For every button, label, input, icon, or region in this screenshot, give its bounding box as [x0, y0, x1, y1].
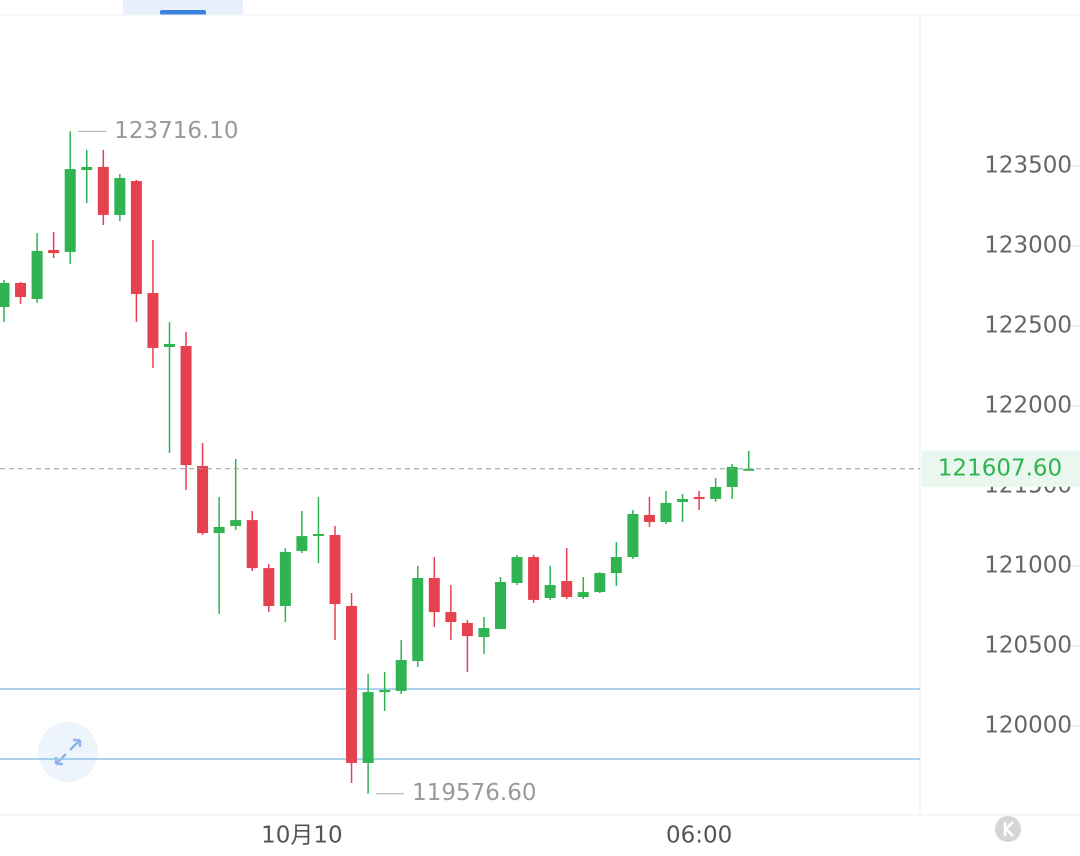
scroll-button[interactable] — [995, 816, 1021, 842]
y-tick-label: 122500 — [984, 313, 1072, 339]
last-price-box — [922, 450, 1080, 487]
y-tick-label: 123000 — [984, 233, 1072, 259]
candle-body — [428, 578, 440, 613]
candle-body — [710, 486, 722, 499]
candle-body — [660, 502, 672, 522]
tab-indicator — [160, 10, 206, 15]
candle-body — [643, 514, 655, 522]
candle-body — [114, 178, 126, 215]
candle-body — [528, 557, 540, 600]
candle-body — [197, 466, 209, 534]
candle-body — [693, 497, 705, 500]
candle-body — [81, 166, 93, 170]
candle-body — [213, 526, 225, 534]
y-tick-label: 123500 — [984, 153, 1072, 179]
candle-body — [31, 250, 43, 299]
annotation-label: 119576.60 — [412, 780, 536, 806]
expand-button[interactable] — [38, 722, 98, 782]
last-price-label: 121607.60 — [938, 455, 1062, 481]
candle-body — [594, 573, 606, 593]
candle-body — [263, 568, 275, 606]
candle-body — [246, 520, 258, 569]
candle-body — [495, 582, 506, 630]
candle-body — [445, 612, 457, 622]
candle-body — [279, 551, 291, 606]
candle-body — [230, 520, 242, 526]
candle-body — [726, 466, 738, 487]
candle-body — [180, 346, 192, 466]
candle-body — [346, 606, 358, 763]
candle-body — [461, 622, 473, 637]
candle-body — [379, 690, 391, 693]
candle-body — [627, 514, 639, 558]
candle-body — [64, 169, 76, 252]
candle-body — [395, 660, 407, 691]
candle-body — [15, 282, 27, 298]
candle-body — [561, 581, 573, 598]
candle-body — [130, 181, 142, 294]
candle-body — [48, 250, 60, 254]
candle-body — [677, 498, 689, 502]
x-tick-label: 06:00 — [666, 823, 732, 849]
candle-body — [329, 534, 341, 605]
candle-body — [164, 343, 175, 347]
candle-body — [362, 692, 374, 763]
y-tick-label: 120000 — [984, 713, 1072, 739]
candle-body — [577, 592, 589, 598]
candle-body — [478, 628, 490, 638]
candle-body — [0, 282, 10, 307]
y-tick-label: 120500 — [984, 633, 1072, 659]
candle-body — [296, 536, 308, 551]
candle-body — [147, 293, 159, 348]
x-tick-label: 10月10 — [261, 823, 343, 849]
candle-body — [511, 557, 523, 583]
candle-body — [97, 166, 109, 215]
candle-body — [544, 585, 556, 598]
scroll-icon — [1003, 821, 1014, 837]
candle-body — [312, 534, 324, 536]
y-tick-label: 122000 — [984, 393, 1072, 419]
y-tick-label: 121000 — [984, 553, 1072, 579]
candle-body — [610, 557, 622, 574]
candle-body — [743, 468, 755, 471]
annotation-label: 123716.10 — [114, 118, 238, 144]
tab[interactable] — [123, 0, 243, 15]
candle-body — [412, 578, 424, 662]
